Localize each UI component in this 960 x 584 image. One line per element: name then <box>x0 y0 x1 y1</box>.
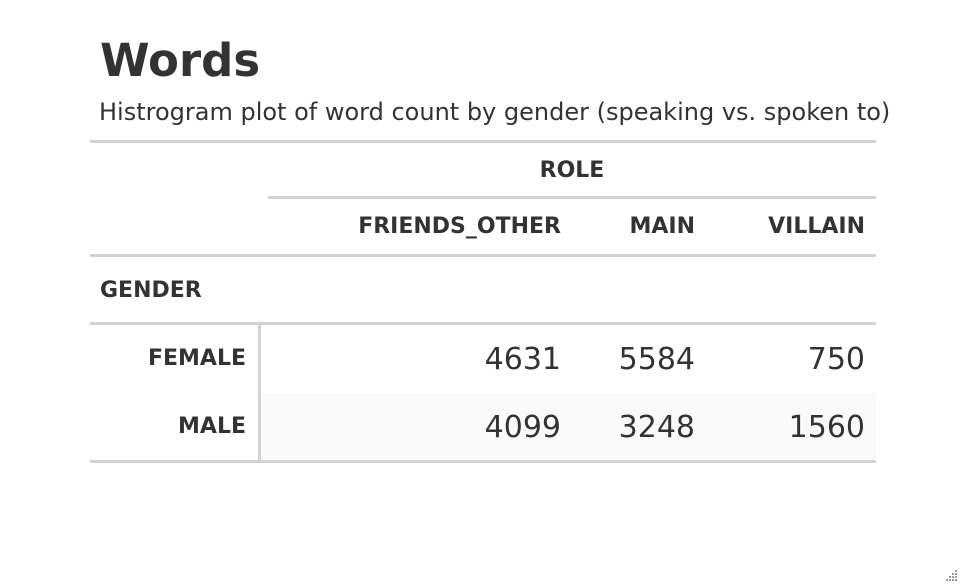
column-header-rule <box>90 254 876 257</box>
cell-male-main: 3248 <box>618 410 695 445</box>
table-subtitle: Histrogram plot of word count by gender … <box>99 98 891 126</box>
table-title: Words <box>100 34 261 87</box>
stub-divider <box>258 325 261 460</box>
top-rule <box>90 140 876 143</box>
cell-female-villain: 750 <box>807 342 865 377</box>
column-header-main: MAIN <box>629 214 695 239</box>
column-spanner-label: ROLE <box>539 158 605 183</box>
row-label-male: MALE <box>178 414 246 439</box>
bottom-rule <box>90 460 876 463</box>
cell-male-friends-other: 4099 <box>484 410 561 445</box>
spanner-rule <box>268 196 876 199</box>
column-header-friends-other: FRIENDS_OTHER <box>358 214 561 239</box>
row-label-female: FEMALE <box>147 346 246 371</box>
table-row-stripe <box>261 393 876 460</box>
column-header-villain: VILLAIN <box>768 214 865 239</box>
cell-male-villain: 1560 <box>788 410 865 445</box>
cell-female-friends-other: 4631 <box>484 342 561 377</box>
cell-female-main: 5584 <box>618 342 695 377</box>
group-rule <box>90 322 876 325</box>
row-group-label: GENDER <box>100 278 202 303</box>
resize-grip-icon[interactable] <box>944 568 958 582</box>
